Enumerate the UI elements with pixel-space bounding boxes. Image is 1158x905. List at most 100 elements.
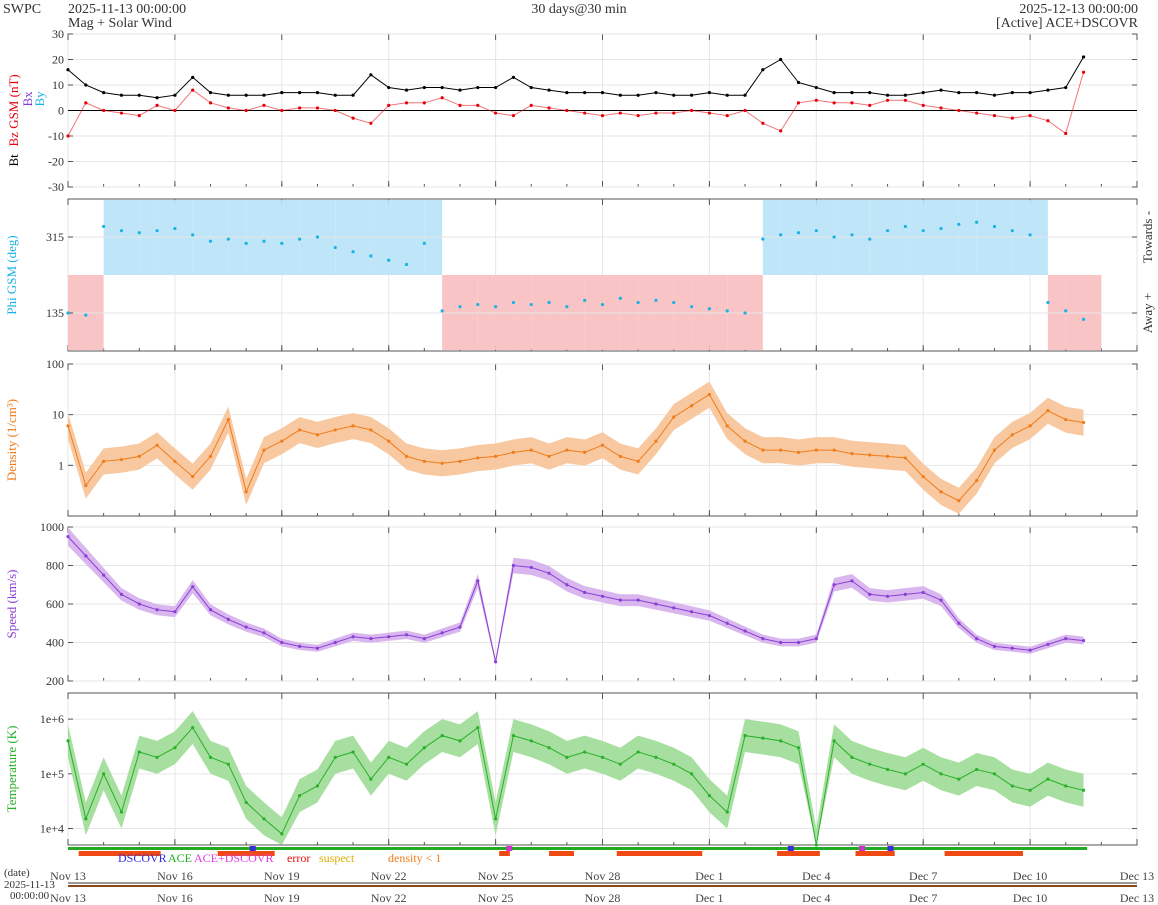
phi-point [422,241,426,245]
x-tick-label: Nov 16 [157,869,193,883]
speed-point [351,635,355,639]
density-point [547,454,551,459]
bz-point [600,114,605,118]
density-point [155,443,159,447]
phi-point [280,241,284,245]
y-tick-label: 800 [46,559,64,573]
density-point [494,454,498,459]
density-point [422,459,426,463]
temperature-point [779,739,783,743]
bz-point [1046,119,1050,123]
x-tick-label-bottom: Nov 19 [264,891,300,905]
speed-point [280,640,284,645]
density-point [1010,433,1014,437]
x-tick-label: Dec 7 [909,869,937,883]
x-tick-label-bottom: Dec 4 [802,891,830,905]
phi-point [939,226,943,231]
density-point [529,448,533,452]
density-point [1081,420,1086,425]
speed-point [725,621,729,625]
temperature-point [1081,788,1086,792]
density-line [67,393,1084,502]
speed-point [119,592,124,596]
bz-point [351,116,355,120]
y-tick-label: -10 [48,129,64,143]
temperature-point [298,793,302,798]
speed-point [155,608,159,612]
status-density-flag [855,851,895,856]
temperature-point [440,733,444,738]
phi-point [155,229,159,233]
bt-point [351,93,355,97]
speed-band [68,527,1084,665]
legend-dscovr: DSCOVR [118,851,167,865]
y-tick-label: -20 [48,155,64,169]
density-point [1046,409,1050,413]
y-tick-label: 600 [46,597,64,611]
temperature-point [725,810,729,814]
bt-point [280,91,284,95]
temperature-point [618,762,622,766]
bz-point [939,106,943,110]
temperature-point [957,777,961,781]
temperature-point [404,762,409,766]
x-tick-label: Dec 10 [1013,869,1047,883]
speed-point [654,602,658,606]
panel-1: 315 135 Phi GSM (deg) Towards - Away + [4,198,1155,352]
phi-point [921,229,925,233]
bt-point [404,88,409,92]
time-span: 30 days@30 min [531,2,627,17]
speed-point [885,594,890,598]
speed-point [298,644,302,648]
bt-point [226,93,230,97]
bz-point [814,98,818,102]
phi-point [102,224,106,229]
bt-point [315,91,320,95]
density-point [208,454,213,459]
bt-point [921,91,925,95]
bz-point [262,103,266,107]
bt-point [832,91,836,95]
bt-point [565,91,569,95]
speed-point [262,631,266,635]
bz-point [511,114,516,118]
phi-point [315,235,320,239]
speed-line [67,536,1084,662]
density-point [565,448,569,452]
y-tick-label: 0 [58,104,64,118]
bz-point [244,108,248,113]
bz-point [226,106,230,110]
bz-point [636,114,640,118]
bt-point [244,93,248,97]
temperature-point [476,725,480,730]
density-point [654,439,658,443]
phi-point [796,231,801,235]
density-ylabel: Density (1/cm³) [4,399,19,481]
temperature-point [885,767,890,772]
bz-point [903,98,907,102]
bt-point [1028,91,1032,95]
phi-point [369,254,373,258]
bz-point [565,108,569,113]
panel-2: 100 10 1 Density (1/cm³) [4,357,1138,517]
density-point [173,459,177,463]
density-point [600,443,605,447]
x-tick-label: Nov 22 [371,869,407,883]
phi-point [583,298,587,302]
speed-point [173,610,177,614]
bz-point [547,106,551,110]
bz-point [191,88,195,92]
bz-point [975,111,979,115]
temperature-point [832,739,836,743]
phi-point [975,220,979,224]
speed-point [565,583,569,587]
bz-point [654,111,658,115]
temperature-point [66,739,70,743]
x-axis: Nov 13 Nov 13 Nov 16 Nov 16 Nov 19 Nov 19 Nov … [4,867,1154,905]
temperature-point [280,832,284,836]
bt-point [494,85,498,90]
bz-point [173,108,177,113]
phi-point [1064,309,1068,313]
y-tick-label: 200 [46,674,64,688]
bt-point [1081,55,1086,59]
